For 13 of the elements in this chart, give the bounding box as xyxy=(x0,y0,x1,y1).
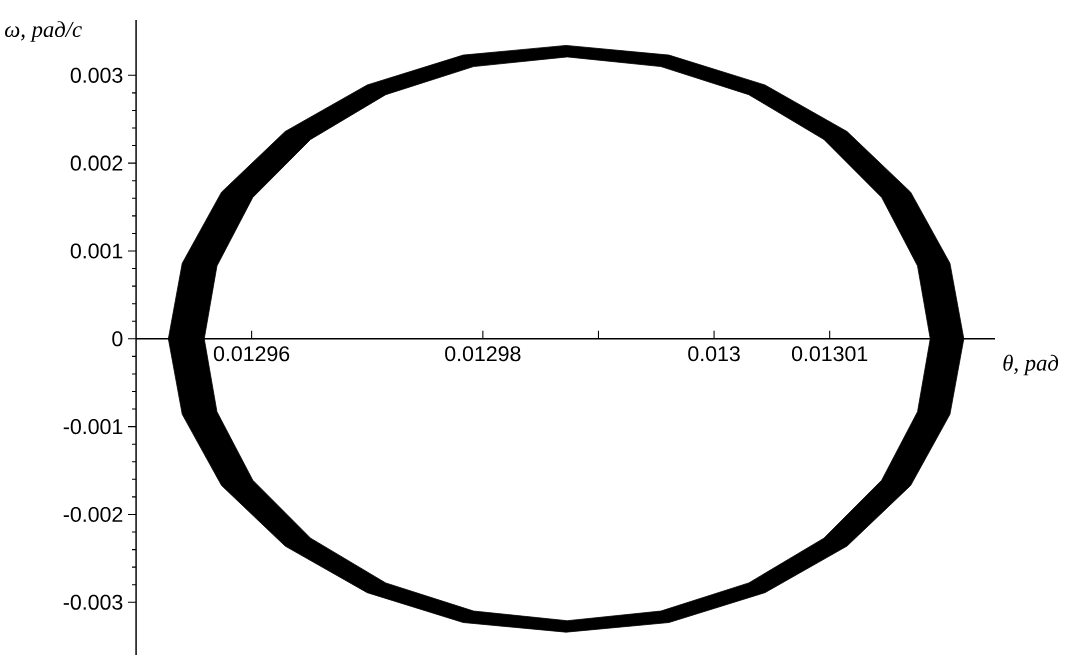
x-axis-title: θ, рад xyxy=(1003,354,1059,376)
y-tick-label: 0.001 xyxy=(70,243,123,259)
x-tick-label: 0.01298 xyxy=(445,346,521,362)
y-tick-label: -0.003 xyxy=(63,594,123,610)
x-tick-label: 0.013 xyxy=(688,346,740,362)
y-tick-label: -0.002 xyxy=(63,506,123,523)
y-tick-label: 0.002 xyxy=(70,155,123,171)
x-tick-label: 0.01301 xyxy=(791,346,868,362)
x-tick-label: 0.01296 xyxy=(213,346,290,362)
y-tick-label: 0.003 xyxy=(70,67,123,83)
y-tick-label: -0.001 xyxy=(63,419,123,435)
y-tick-label: 0 xyxy=(112,331,123,347)
y-axis-title: ω, рад/с xyxy=(5,21,82,42)
